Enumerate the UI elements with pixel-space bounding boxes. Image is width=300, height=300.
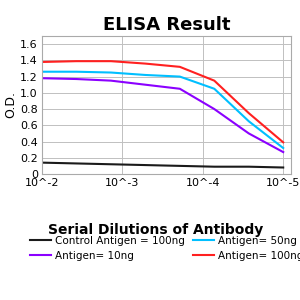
Antigen= 50ng — [281, 146, 285, 150]
Antigen= 50ng — [178, 75, 181, 78]
Antigen= 10ng — [212, 107, 216, 111]
Antigen= 100ng — [247, 111, 250, 115]
Line: Antigen= 10ng: Antigen= 10ng — [42, 78, 283, 152]
Antigen= 50ng — [247, 119, 250, 123]
Antigen= 50ng — [144, 73, 147, 77]
Line: Antigen= 50ng: Antigen= 50ng — [42, 72, 283, 148]
Antigen= 100ng — [212, 79, 216, 83]
Control Antigen = 100ng — [144, 163, 147, 167]
Antigen= 10ng — [40, 76, 44, 80]
Antigen= 100ng — [40, 60, 44, 64]
Control Antigen = 100ng — [247, 165, 250, 169]
Antigen= 100ng — [144, 62, 147, 65]
Antigen= 50ng — [40, 70, 44, 74]
Title: ELISA Result: ELISA Result — [103, 16, 230, 34]
Antigen= 10ng — [75, 77, 78, 81]
Control Antigen = 100ng — [40, 161, 44, 164]
Antigen= 50ng — [75, 70, 78, 74]
Antigen= 100ng — [178, 65, 181, 69]
Control Antigen = 100ng — [178, 164, 181, 168]
Antigen= 10ng — [178, 87, 181, 91]
Antigen= 50ng — [109, 71, 113, 74]
Antigen= 100ng — [281, 140, 285, 144]
Line: Antigen= 100ng: Antigen= 100ng — [42, 61, 283, 142]
Control Antigen = 100ng — [75, 162, 78, 165]
Legend: Control Antigen = 100ng, Antigen= 10ng, Antigen= 50ng, Antigen= 100ng: Control Antigen = 100ng, Antigen= 10ng, … — [26, 232, 300, 265]
Antigen= 50ng — [212, 87, 216, 91]
Line: Control Antigen = 100ng: Control Antigen = 100ng — [42, 163, 283, 167]
Antigen= 10ng — [247, 132, 250, 135]
Text: Serial Dilutions of Antibody: Serial Dilutions of Antibody — [48, 223, 264, 237]
Antigen= 10ng — [281, 150, 285, 154]
Antigen= 10ng — [144, 83, 147, 86]
Control Antigen = 100ng — [212, 165, 216, 169]
Y-axis label: O.D.: O.D. — [4, 92, 17, 118]
Antigen= 100ng — [109, 59, 113, 63]
Control Antigen = 100ng — [109, 163, 113, 166]
Control Antigen = 100ng — [281, 166, 285, 169]
Antigen= 10ng — [109, 79, 113, 83]
Antigen= 100ng — [75, 59, 78, 63]
